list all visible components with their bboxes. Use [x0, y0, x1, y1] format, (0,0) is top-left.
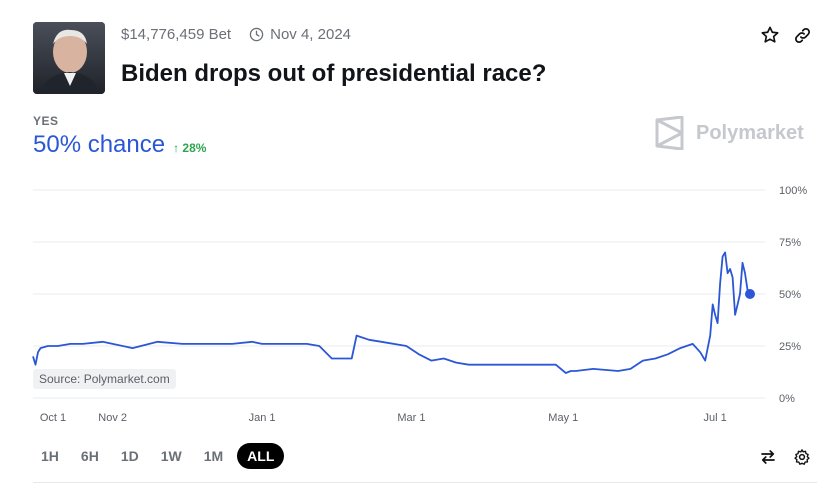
star-icon	[761, 26, 779, 43]
x-tick-label: May 1	[548, 412, 578, 424]
bottom-divider	[33, 482, 817, 483]
time-range-selector: 1H 6H 1D 1W 1M ALL	[33, 443, 285, 469]
x-tick-label: Nov 2	[98, 412, 127, 424]
copy-link-button[interactable]	[791, 24, 813, 46]
brand-watermark: Polymarket	[654, 116, 804, 150]
portrait-photo	[33, 22, 105, 94]
brand-name: Polymarket	[696, 121, 804, 144]
x-tick-label: Mar 1	[397, 412, 425, 424]
clock-icon	[249, 27, 264, 42]
range-6h-button[interactable]: 6H	[80, 448, 99, 464]
chart-settings-button[interactable]	[791, 446, 813, 468]
y-tick-label: 50%	[779, 289, 801, 301]
gear-icon	[794, 449, 810, 465]
source-label: Source: Polymarket.com	[33, 369, 176, 389]
y-tick-label: 100%	[779, 185, 807, 197]
x-tick-label: Jan 1	[249, 412, 276, 424]
chance-value: 50% chance	[33, 131, 166, 158]
market-title: Biden drops out of presidential race?	[121, 60, 547, 87]
swap-arrows-icon	[761, 450, 775, 464]
market-image	[33, 22, 105, 94]
outcome-label: YES	[33, 114, 59, 128]
y-tick-label: 0%	[779, 393, 795, 405]
chart-actions	[757, 446, 813, 468]
price-chart: 0% 25% 50% 75% 100% Oct 1 Nov 2 Jan 1 Mar 1 May 1…	[32, 185, 807, 424]
range-1h-button[interactable]: 1H	[41, 448, 59, 464]
link-icon	[794, 27, 810, 43]
x-tick-label: Jul 1	[704, 412, 727, 424]
y-tick-label: 75%	[779, 237, 801, 249]
chance-display: 50% chance ↑ 28%	[33, 131, 206, 159]
market-meta: $14,776,459 Bet Nov 4, 2024	[121, 26, 351, 43]
favorite-button[interactable]	[759, 24, 781, 46]
y-tick-label: 25%	[779, 341, 801, 353]
market-actions	[759, 24, 813, 46]
range-1d-button[interactable]: 1D	[120, 448, 139, 464]
end-date-text: Nov 4, 2024	[270, 26, 351, 43]
swap-outcome-button[interactable]	[757, 446, 779, 468]
series-line	[32, 251, 751, 374]
volume-text: $14,776,459 Bet	[121, 26, 232, 43]
range-1w-button[interactable]: 1W	[160, 448, 182, 464]
current-value-point	[745, 289, 755, 299]
polymarket-logo-icon	[655, 116, 684, 150]
range-all-button[interactable]: ALL	[237, 443, 285, 469]
chance-delta: ↑ 28%	[173, 141, 207, 155]
range-1m-button[interactable]: 1M	[203, 448, 224, 464]
x-tick-label: Oct 1	[40, 412, 66, 424]
